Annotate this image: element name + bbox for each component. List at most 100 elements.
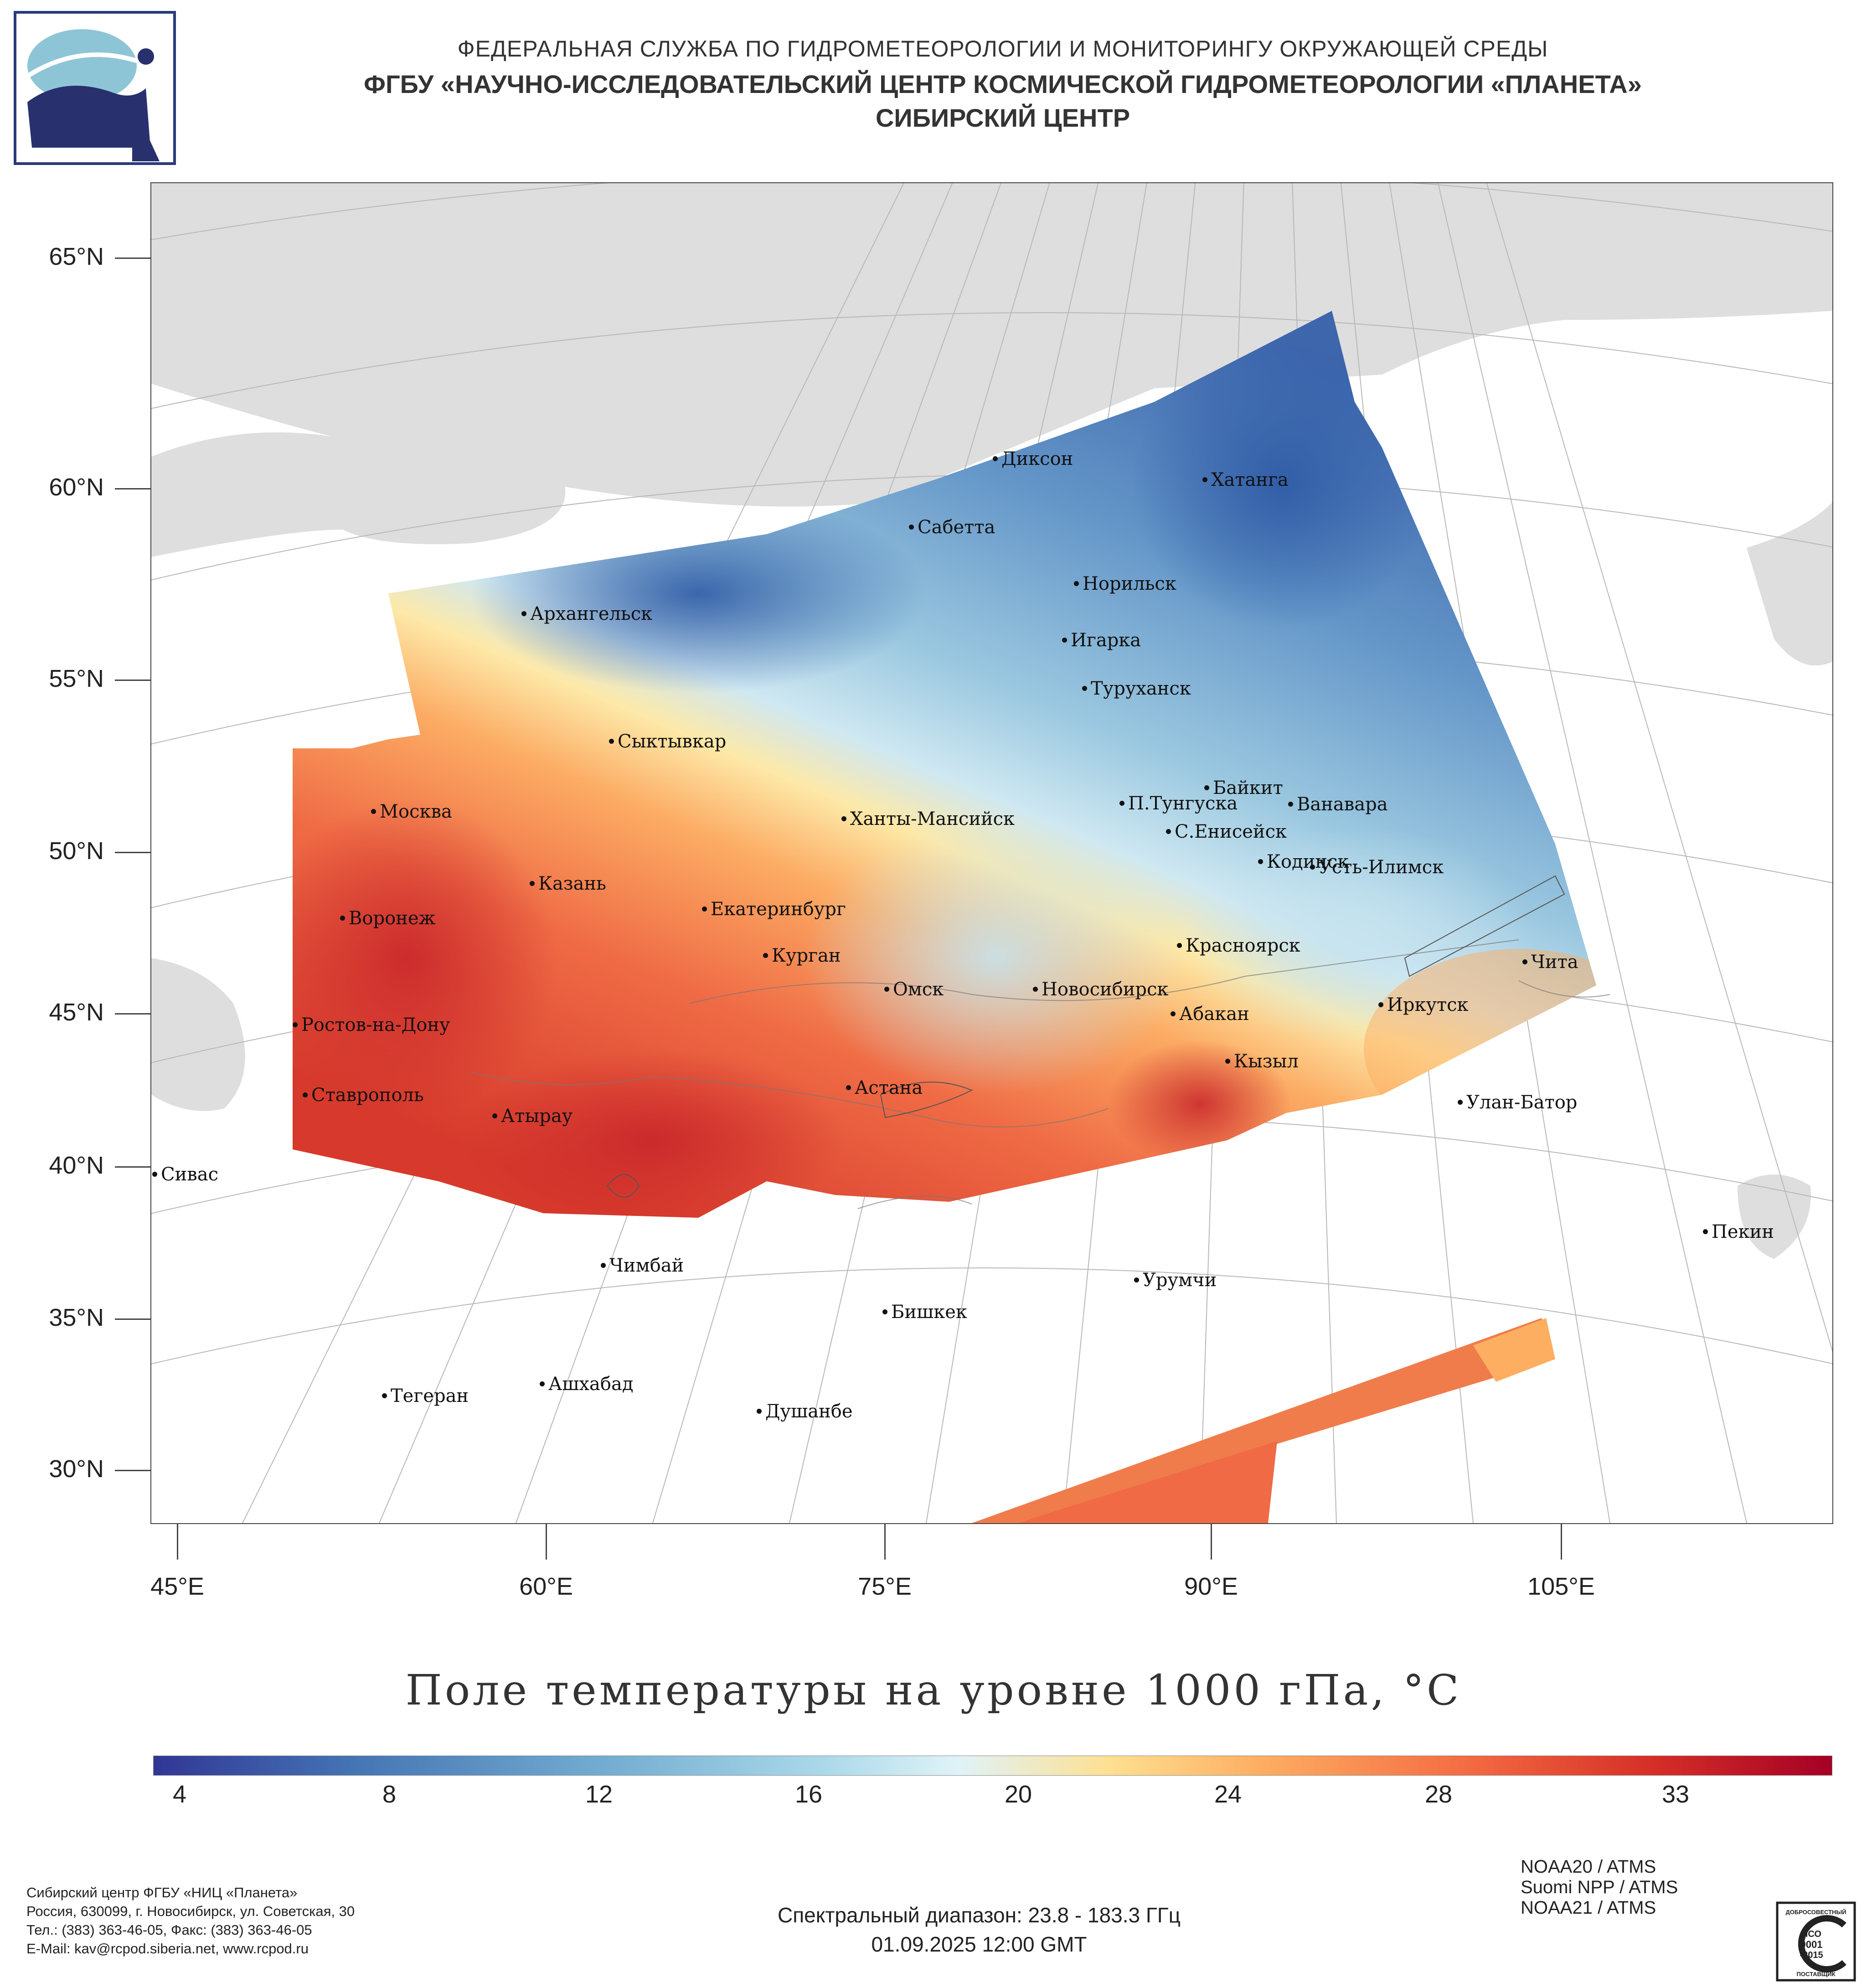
svg-text:-2015: -2015 [1800,1950,1823,1960]
instrument-noaa21: NOAA21 / ATMS [1521,1898,1656,1918]
city-chita: Чита [1522,952,1578,973]
product-info: Спектральный диапазон: 23.8 - 183.3 ГГц … [0,1900,1867,1959]
lon-tick-75 [884,1524,886,1560]
observation-datetime: 01.09.2025 12:00 GMT [871,1932,1087,1956]
svg-text:ДОБРОСОВЕСТНЫЙ: ДОБРОСОВЕСТНЫЙ [1785,1909,1846,1916]
lat-tick-40 [115,1166,150,1168]
org-address: Россия, 630099, г. Новосибирск, ул. Сове… [26,1903,355,1919]
lon-tick-90 [1211,1524,1212,1560]
header-center: СИБИРСКИЙ ЦЕНТР [875,103,1130,132]
city-ulan-bator: Улан-Батор [1458,1092,1577,1113]
city-kurgan: Курган [763,945,841,966]
svg-text:ИСО: ИСО [1801,1929,1821,1939]
lon-tick-105 [1561,1524,1562,1560]
city-sabetta: Сабетта [909,517,995,538]
city-bishkek: Бишкек [882,1302,967,1323]
city-arkhangelsk: Архангельск [521,603,652,624]
lat-tick-45 [115,1013,150,1015]
lat-label-60: 60°N [49,474,104,501]
lat-label-40: 40°N [49,1152,104,1179]
city-ust-ilimsk: Усть-Илимск [1310,857,1444,878]
city-dushanbe: Душанбе [757,1401,853,1422]
org-phone: Тел.: (383) 363-46-05, Факс: (383) 363-4… [26,1922,312,1938]
city-novosibirsk: Новосибирск [1033,979,1168,1000]
map-area [150,182,1833,1524]
org-name: Сибирский центр ФГБУ «НИЦ «Планета» [26,1885,298,1900]
colorbar-label-8: 8 [382,1781,397,1808]
lat-label-35: 35°N [49,1304,104,1331]
lon-tick-45 [177,1524,178,1560]
colorbar-label-12: 12 [585,1781,613,1808]
city-omsk: Омск [884,979,944,1000]
temperature-map [151,183,1832,1523]
header: ФЕДЕРАЛЬНАЯ СЛУЖБА ПО ГИДРОМЕТЕОРОЛОГИИ … [0,0,1867,173]
lat-tick-35 [115,1318,150,1320]
city-urumchi: Урумчи [1134,1270,1217,1291]
city-rostov-na-donu: Ростов-на-Дону [293,1015,450,1035]
lon-label-60: 60°E [519,1573,573,1600]
lon-tick-60 [546,1524,547,1560]
city-ashkhabad: Ашхабад [540,1374,633,1395]
city-voronezh: Воронеж [340,908,435,929]
city-irkutsk: Иркутск [1378,994,1469,1015]
lon-label-75: 75°E [858,1573,912,1600]
temperature-colorbar [153,1756,1832,1776]
colorbar-label-20: 20 [1004,1781,1032,1808]
city-p-tunguska: П.Тунгуска [1119,793,1238,814]
city-khatanga: Хатанга [1202,469,1289,490]
lat-label-50: 50°N [49,837,104,865]
lat-tick-55 [115,680,150,681]
colorbar-label-4: 4 [172,1781,187,1808]
iso-9001-badge-icon: ДОБРОСОВЕСТНЫЙ ИСО 9001 -2015 ПОСТАВЩИК [1776,1901,1856,1982]
city-astana: Астана [846,1077,923,1098]
organization-contacts: Сибирский центр ФГБУ «НИЦ «Планета» Росс… [26,1883,355,1958]
city-abakan: Абакан [1171,1004,1249,1025]
city-igarka: Игарка [1062,630,1141,651]
lon-label-45: 45°E [150,1573,204,1600]
city-turukhansk: Туруханск [1082,678,1191,699]
colorbar-label-24: 24 [1214,1781,1242,1808]
city-s-yeniseysk: С.Енисейск [1166,821,1287,842]
city-stavropol: Ставрополь [303,1085,424,1106]
city-dikson: Диксон [993,448,1073,469]
colorbar-label-28: 28 [1424,1781,1453,1808]
lat-tick-50 [115,852,150,853]
city-moskva: Москва [371,801,452,822]
lon-label-105: 105°E [1527,1573,1595,1600]
org-email: E-Mail: kav@rcpod.siberia.net, www.rcpod… [26,1941,309,1957]
map-title: Поле температуры на уровне 1000 гПа, °C [405,1666,1462,1715]
lat-tick-30 [115,1470,150,1471]
lat-tick-65 [115,258,150,259]
lat-tick-60 [115,488,150,489]
lat-label-45: 45°N [49,999,104,1026]
city-vanavara: Ванавара [1288,794,1388,815]
city-pekin: Пекин [1703,1221,1774,1242]
city-chimbay: Чимбай [601,1255,684,1276]
city-baikit: Байкит [1204,778,1283,798]
svg-text:9001: 9001 [1800,1939,1823,1950]
svg-text:ПОСТАВЩИК: ПОСТАВЩИК [1797,1971,1836,1978]
lat-label-65: 65°N [49,243,104,270]
city-syktyvkar: Сыктывкар [609,731,726,752]
colorbar-label-33: 33 [1661,1781,1690,1808]
city-tegeran: Тегеран [382,1385,469,1406]
colorbar-label-16: 16 [794,1781,823,1808]
city-sivas: Сивас [152,1164,218,1185]
city-norilsk: Норильск [1074,573,1176,594]
lon-label-90: 90°E [1184,1573,1238,1600]
lat-label-55: 55°N [49,665,104,692]
header-institute: ФГБУ «НАУЧНО-ИССЛЕДОВАТЕЛЬСКИЙ ЦЕНТР КОС… [364,70,1642,98]
city-kyzyl: Кызыл [1225,1051,1299,1072]
instrument-list: NOAA20 / ATMS Suomi NPP / ATMS NOAA21 / … [1521,1857,1678,1918]
city-kazan: Казань [530,873,606,894]
planeta-logo-icon [14,11,176,165]
city-khanty-mansiysk: Ханты-Мансийск [841,809,1015,829]
city-atyrau: Атырау [492,1106,572,1127]
instrument-noaa20: NOAA20 / ATMS [1521,1857,1656,1877]
header-agency: ФЕДЕРАЛЬНАЯ СЛУЖБА ПО ГИДРОМЕТЕОРОЛОГИИ … [457,36,1548,62]
spectral-range: Спектральный диапазон: 23.8 - 183.3 ГГц [777,1903,1181,1927]
instrument-suomi-npp: Suomi NPP / ATMS [1521,1877,1678,1897]
lat-label-30: 30°N [49,1455,104,1483]
city-yekaterinburg: Екатеринбург [702,899,846,920]
city-krasnoyarsk: Красноярск [1177,935,1300,956]
